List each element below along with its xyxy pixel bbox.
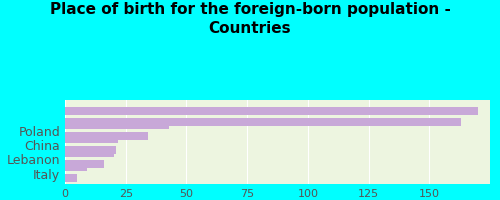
Bar (65, 163, 87, 171)
Bar (65, 160, 104, 168)
Bar (65, 146, 116, 154)
Bar (65, 118, 461, 126)
Bar (65, 149, 114, 157)
Bar (65, 132, 148, 140)
Bar (65, 135, 118, 143)
Bar (65, 107, 478, 115)
Bar (65, 174, 77, 182)
Text: Place of birth for the foreign-born population -
Countries: Place of birth for the foreign-born popu… (50, 2, 450, 36)
Bar (65, 121, 170, 129)
